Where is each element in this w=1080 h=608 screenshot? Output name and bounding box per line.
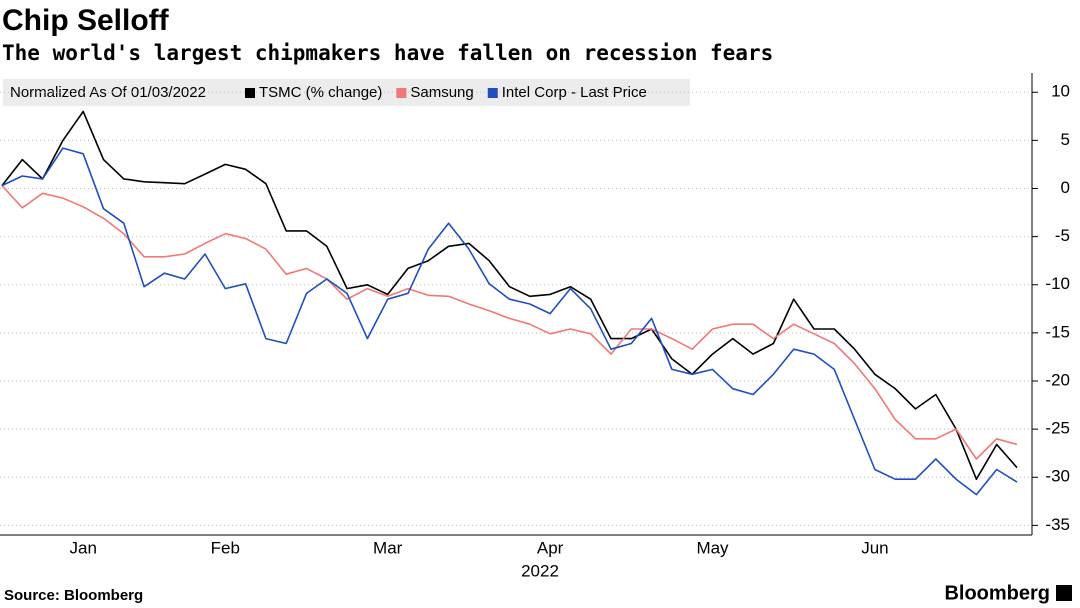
line-series	[1, 147, 1018, 496]
y-tick-label: -30	[1045, 467, 1070, 486]
legend-label: TSMC (% change)	[259, 84, 382, 101]
y-tick-label: 5	[1061, 130, 1070, 149]
brand: Bloomberg	[944, 582, 1050, 604]
legend-label: Samsung	[410, 84, 473, 101]
x-tick-label: Feb	[211, 538, 240, 557]
x-tick-label: May	[696, 538, 729, 557]
legend-swatch	[487, 88, 498, 98]
source: Source: Bloomberg	[4, 587, 143, 604]
y-tick-label: -10	[1045, 274, 1070, 293]
chart-title: Chip Selloff	[2, 4, 170, 37]
x-axis-label: 2022	[521, 561, 559, 580]
y-tick-label: -25	[1045, 419, 1070, 438]
line-series	[1, 185, 1018, 460]
legend-swatch	[396, 88, 407, 98]
y-tick-label: -5	[1055, 226, 1070, 245]
x-tick-label: Jan	[69, 538, 96, 557]
y-tick-label: 10	[1051, 82, 1070, 101]
y-tick-label: -20	[1045, 370, 1070, 389]
y-tick-label: 0	[1061, 178, 1070, 197]
x-tick-label: Jun	[861, 538, 888, 557]
legend-title: Normalized As Of 01/03/2022	[10, 84, 206, 101]
brand-icon	[1056, 585, 1072, 601]
x-tick-label: Apr	[537, 538, 564, 557]
legend-swatch	[245, 88, 255, 98]
line-series	[1, 110, 1018, 480]
x-tick-label: Mar	[373, 538, 403, 557]
legend-label: Intel Corp - Last Price	[502, 84, 647, 101]
y-tick-label: -15	[1045, 322, 1070, 341]
chart-subtitle: The world's largest chipmakers have fall…	[2, 41, 773, 65]
legend-box	[3, 79, 690, 106]
y-tick-label: -35	[1045, 515, 1070, 534]
